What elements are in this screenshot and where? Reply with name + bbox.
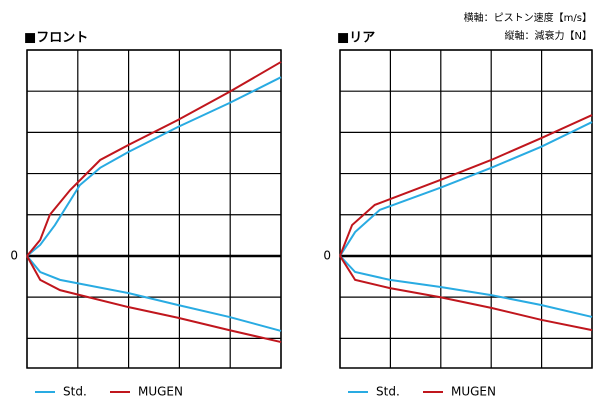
panel-title: ■フロント [24, 31, 88, 46]
legend-label: Std. [63, 385, 87, 399]
curve [339, 114, 593, 257]
legend-label: Std. [376, 385, 400, 399]
curve [26, 76, 282, 257]
curve [339, 255, 593, 318]
curve [26, 61, 282, 257]
y-tick-label: 0 [10, 248, 18, 262]
curve [339, 121, 593, 257]
legend-label: MUGEN [138, 385, 183, 399]
plot-frame [339, 49, 593, 369]
plot-frame [26, 49, 282, 369]
curve [339, 255, 593, 332]
curve [26, 255, 282, 332]
axis-note: 横軸：ピストン速度【m/s】 [464, 11, 592, 24]
panel-title: ■リア [337, 31, 375, 46]
axis-note: 縦軸：減衰力【N】 [505, 29, 592, 42]
curve [26, 255, 282, 344]
legend-label: MUGEN [451, 385, 496, 399]
y-tick-label: 0 [323, 248, 331, 262]
